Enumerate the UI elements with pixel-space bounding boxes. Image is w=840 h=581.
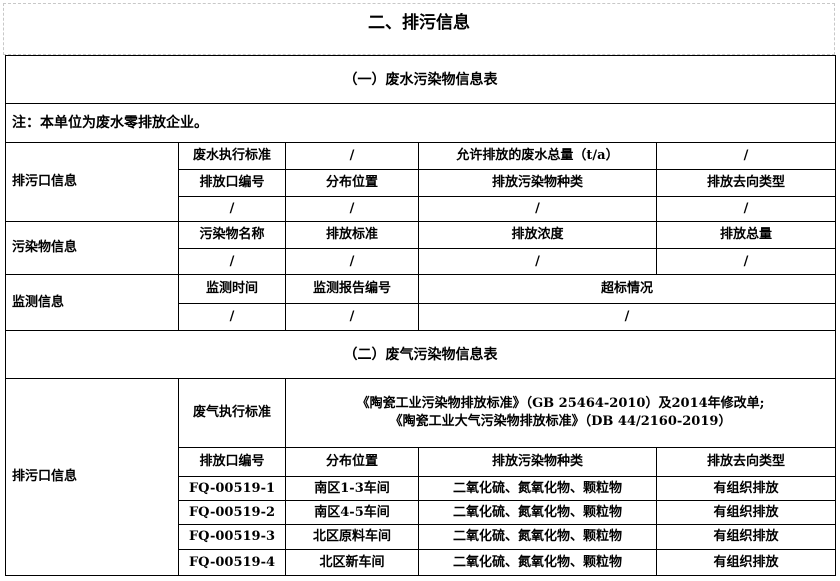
ex-standard-label: 废气执行标准 [178, 378, 286, 448]
pollution-info-table: （一）废水污染物信息表 注：本单位为废水零排放企业。 排污口信息 废水执行标准 … [4, 55, 837, 576]
cell: / [655, 248, 837, 275]
cell: / [178, 248, 286, 275]
ww-standard-value: / [285, 142, 419, 170]
wastewater-note: 注：本单位为废水零排放企业。 [4, 103, 837, 143]
exhaust-section-header: （二）废气污染物信息表 [4, 330, 837, 379]
col-header: 超标情况 [417, 274, 837, 304]
pollutants: 二氧化硫、氮氧化物、颗粒物 [418, 524, 657, 550]
ww-outlet-label: 排污口信息 [5, 142, 179, 222]
discharge-type: 有组织排放 [655, 476, 837, 501]
col-header: 排放污染物种类 [418, 169, 657, 197]
ex-outlet-label: 排污口信息 [5, 378, 179, 576]
cell: / [285, 196, 419, 222]
standard-line: 《陶瓷工业污染物排放标准》（GB 25464-2010）及2014年修改单; [356, 396, 765, 411]
ex-standard-value: 《陶瓷工业污染物排放标准》（GB 25464-2010）及2014年修改单; 《陶… [284, 378, 837, 448]
cell: / [655, 196, 837, 222]
ww-total-value: / [655, 142, 837, 170]
col-header: 污染物名称 [178, 221, 286, 249]
pollutants: 二氧化硫、氮氧化物、颗粒物 [418, 549, 657, 576]
location: 北区新车间 [285, 549, 419, 576]
cell: / [285, 303, 419, 331]
col-header: 排放浓度 [418, 221, 657, 249]
pollutants: 二氧化硫、氮氧化物、颗粒物 [418, 476, 657, 501]
outlet-id: FQ-00519-1 [178, 476, 286, 501]
col-header: 排放口编号 [178, 169, 286, 197]
table-row: FQ-00519-1 南区1-3车间 二氧化硫、氮氧化物、颗粒物 有组织排放 [6, 476, 837, 501]
location: 北区原料车间 [285, 524, 419, 550]
col-header: 排放去向类型 [655, 447, 837, 477]
col-header: 分布位置 [285, 169, 419, 197]
wastewater-section-header: （一）废水污染物信息表 [4, 55, 837, 104]
ww-pollutant-label: 污染物信息 [5, 221, 179, 275]
pollutants: 二氧化硫、氮氧化物、颗粒物 [418, 500, 657, 525]
discharge-type: 有组织排放 [655, 524, 837, 550]
table-row: FQ-00519-3 北区原料车间 二氧化硫、氮氧化物、颗粒物 有组织排放 [6, 524, 837, 550]
col-header: 排放去向类型 [655, 169, 837, 197]
col-header: 分布位置 [285, 447, 419, 477]
cell: / [418, 196, 657, 222]
location: 南区1-3车间 [285, 476, 419, 501]
location: 南区4-5车间 [285, 500, 419, 525]
standard-line: 《陶瓷工业大气污染物排放标准》（DB 44/2160-2019） [389, 414, 732, 429]
table-row: FQ-00519-2 南区4-5车间 二氧化硫、氮氧化物、颗粒物 有组织排放 [6, 500, 837, 525]
col-header: 排放污染物种类 [418, 447, 657, 477]
cell: / [285, 248, 419, 275]
col-header: 监测时间 [178, 274, 286, 304]
col-header: 监测报告编号 [285, 274, 419, 304]
col-header: 排放口编号 [178, 447, 286, 477]
ww-monitor-label: 监测信息 [5, 274, 179, 331]
col-header: 排放标准 [285, 221, 419, 249]
outlet-id: FQ-00519-2 [178, 500, 286, 525]
outlet-id: FQ-00519-3 [178, 524, 286, 550]
page-title: 二、排污信息 [368, 13, 470, 33]
title-box: 二、排污信息 [3, 3, 835, 55]
ww-total-label: 允许排放的废水总量（t/a） [418, 142, 657, 170]
discharge-type: 有组织排放 [655, 549, 837, 576]
discharge-type: 有组织排放 [655, 500, 837, 525]
cell: / [418, 248, 657, 275]
ww-standard-label: 废水执行标准 [178, 142, 286, 170]
cell: / [178, 196, 286, 222]
outlet-id: FQ-00519-4 [178, 549, 286, 576]
table-row: FQ-00519-4 北区新车间 二氧化硫、氮氧化物、颗粒物 有组织排放 [6, 549, 837, 576]
col-header: 排放总量 [655, 221, 837, 249]
cell: / [178, 303, 286, 331]
cell: / [417, 303, 837, 331]
